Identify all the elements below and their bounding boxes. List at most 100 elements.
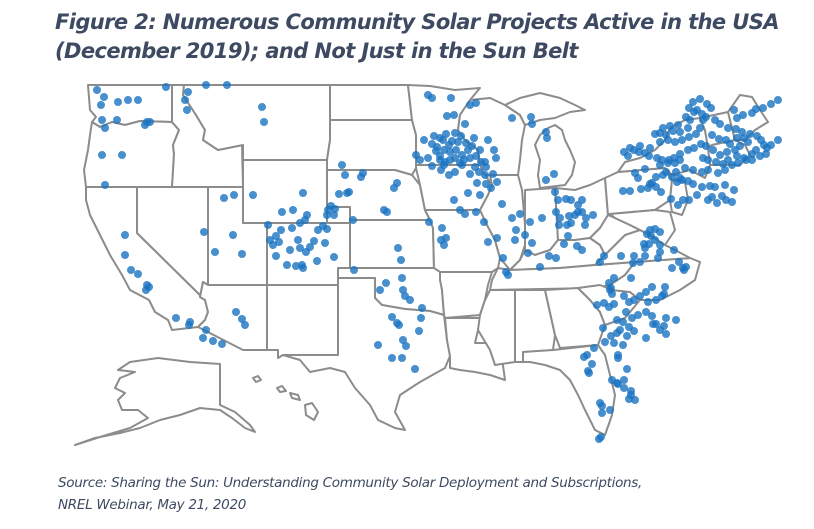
solar-project-dot: [641, 252, 649, 260]
solar-project-dot: [395, 321, 403, 329]
solar-project-dot: [708, 131, 716, 139]
solar-project-dot: [724, 156, 732, 164]
solar-project-dot: [454, 138, 462, 146]
solar-project-dot: [666, 122, 674, 130]
solar-project-dot: [552, 254, 560, 262]
solar-project-dot: [734, 159, 742, 167]
solar-project-dot: [774, 96, 782, 104]
solar-project-dot: [528, 120, 536, 128]
solar-project-dot: [589, 211, 597, 219]
solar-project-dot: [631, 169, 639, 177]
solar-project-dot: [445, 171, 453, 179]
solar-project-dot: [623, 365, 631, 373]
solar-project-dot: [484, 136, 492, 144]
solar-project-dot: [631, 396, 639, 404]
solar-project-dot: [672, 316, 680, 324]
solar-project-dot: [716, 151, 724, 159]
solar-project-dot: [484, 238, 492, 246]
solar-project-dot: [289, 206, 297, 214]
solar-project-dot: [642, 288, 650, 296]
solar-project-dot: [442, 234, 450, 242]
solar-project-dot: [692, 130, 700, 138]
state-louisiana: [444, 317, 506, 381]
solar-project-dot: [620, 384, 628, 392]
solar-project-dot: [232, 308, 240, 316]
solar-project-dot: [760, 141, 768, 149]
solar-project-dot: [481, 171, 489, 179]
solar-project-dot: [473, 179, 481, 187]
state-hawaii: [252, 375, 319, 421]
solar-project-dot: [134, 270, 142, 278]
solar-project-dot: [220, 194, 228, 202]
solar-project-dot: [593, 301, 601, 309]
solar-project-dot: [511, 236, 519, 244]
solar-project-dot: [399, 336, 407, 344]
solar-project-dot: [181, 96, 189, 104]
solar-project-dot: [708, 193, 716, 201]
solar-project-dot: [634, 311, 642, 319]
solar-project-dot: [390, 184, 398, 192]
solar-project-dot: [490, 146, 498, 154]
state-texas: [282, 277, 451, 431]
solar-project-dot: [374, 341, 382, 349]
solar-project-dot: [648, 179, 656, 187]
solar-project-dot: [652, 173, 660, 181]
solar-project-dot: [560, 240, 568, 248]
solar-project-dot: [472, 152, 480, 160]
solar-project-dot: [269, 241, 277, 249]
solar-project-dot: [689, 98, 697, 106]
solar-project-dot: [696, 95, 704, 103]
solar-project-dot: [524, 249, 532, 257]
solar-project-dot: [420, 136, 428, 144]
solar-project-dot: [752, 146, 760, 154]
solar-project-dot: [388, 313, 396, 321]
solar-project-dot: [134, 96, 142, 104]
figure-title-line2: (December 2019); and Not Just in the Sun…: [55, 39, 578, 63]
solar-project-dot: [643, 230, 651, 238]
solar-project-dot: [218, 340, 226, 348]
solar-project-dot: [241, 321, 249, 329]
solar-project-dot: [674, 121, 682, 129]
figure-title: Figure 2: Numerous Community Solar Proje…: [55, 8, 814, 66]
solar-project-dot: [629, 259, 637, 267]
state-north-dakota: [329, 84, 413, 121]
solar-project-dot: [542, 128, 550, 136]
solar-project-dot: [272, 232, 280, 240]
solar-project-dot: [662, 314, 670, 322]
solar-project-dot: [542, 176, 550, 184]
solar-project-dot: [600, 252, 608, 260]
solar-project-dot: [620, 376, 628, 384]
solar-project-dot: [388, 354, 396, 362]
solar-project-dot: [118, 151, 126, 159]
solar-project-dot: [659, 124, 667, 132]
solar-project-dot: [672, 168, 680, 176]
solar-project-dot: [662, 330, 670, 338]
solar-project-dot: [345, 188, 353, 196]
figure-title-line1: Figure 2: Numerous Community Solar Proje…: [55, 10, 780, 34]
solar-project-dot: [651, 236, 659, 244]
solar-project-dot: [696, 124, 704, 132]
solar-project-dot: [292, 262, 300, 270]
state-florida: [522, 344, 616, 436]
solar-project-dot: [528, 239, 536, 247]
solar-project-dot: [620, 292, 628, 300]
solar-project-dot: [127, 266, 135, 274]
solar-project-dot: [689, 166, 697, 174]
solar-project-dot: [551, 188, 559, 196]
solar-project-dot: [698, 183, 706, 191]
solar-project-dot: [682, 113, 690, 121]
solar-project-dot: [730, 106, 738, 114]
solar-project-dot: [428, 94, 436, 102]
solar-project-dot: [713, 199, 721, 207]
solar-project-dot: [482, 163, 490, 171]
solar-project-dot: [456, 159, 464, 167]
solar-project-dot: [512, 226, 520, 234]
solar-project-dot: [684, 177, 692, 185]
solar-project-dot: [555, 221, 563, 229]
solar-project-dot: [746, 130, 754, 138]
solar-project-dot: [678, 136, 686, 144]
solar-project-dot: [607, 332, 615, 340]
solar-project-dot: [238, 315, 246, 323]
solar-project-dot: [398, 274, 406, 282]
solar-project-dot: [675, 258, 683, 266]
